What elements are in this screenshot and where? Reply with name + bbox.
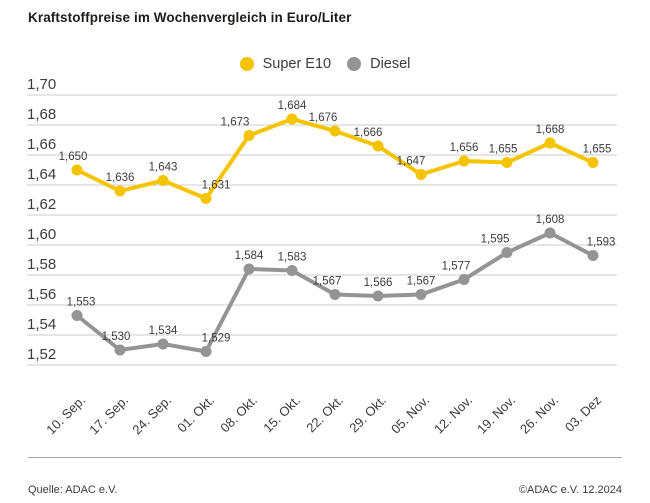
data-point-marker [372, 290, 384, 302]
y-tick-label: 1,62 [27, 196, 56, 213]
data-point-label: 1,593 [587, 237, 616, 249]
series-diesel: 1,553 1,530 1,534 1,529 1,584 1,583 1,567 1,566… [67, 214, 616, 357]
data-point-label: 1,666 [354, 127, 383, 139]
x-tick-label: 24. Sep. [129, 393, 174, 438]
x-axis-labels: 10. Sep.17. Sep.24. Sep. 01. Okt. 08. Okt.… [43, 393, 604, 438]
data-point-marker [200, 346, 212, 357]
y-tick-label: 1,58 [27, 256, 56, 273]
x-tick-label: 15. Okt. [260, 393, 303, 436]
y-tick-label: 1,54 [27, 316, 56, 333]
data-point-marker [71, 164, 83, 176]
data-point-marker [243, 130, 255, 141]
footer-divider [28, 457, 622, 458]
data-point-marker [587, 157, 599, 168]
data-point-label: 1,566 [364, 277, 393, 289]
y-tick-label: 1,64 [27, 166, 56, 183]
data-point-label: 1,577 [442, 261, 471, 273]
data-point-label: 1,655 [489, 144, 518, 156]
y-grid [27, 94, 617, 366]
data-point-label: 1,631 [202, 180, 231, 192]
data-point-marker [243, 263, 255, 275]
legend-item-diesel: Diesel [347, 56, 410, 72]
data-point-marker [458, 155, 470, 167]
x-tick-label: 10. Sep. [43, 393, 88, 438]
data-point-label: 1,655 [583, 144, 612, 156]
footer-source: Quelle: ADAC e.V. [28, 484, 118, 496]
diesel-dot-icon [347, 57, 362, 71]
y-tick-label: 1,68 [27, 106, 56, 123]
data-point-label: 1,656 [450, 142, 479, 154]
x-tick-label: 05. Nov. [388, 393, 432, 437]
x-tick-label: 08. Okt. [217, 393, 260, 436]
x-tick-label: 26. Nov. [517, 393, 561, 437]
data-point-marker [71, 310, 83, 321]
data-point-label: 1,553 [67, 297, 96, 309]
data-point-marker [286, 265, 298, 276]
legend-label-diesel: Diesel [370, 56, 411, 72]
data-point-marker [372, 140, 384, 152]
data-point-marker [544, 227, 556, 239]
x-tick-label: 29. Okt. [346, 393, 389, 436]
y-tick-label: 1,66 [27, 136, 56, 153]
data-point-label: 1,529 [202, 333, 231, 345]
footer-copyright: ©ADAC e.V. 12.2024 [518, 484, 622, 496]
data-point-marker [114, 344, 126, 356]
data-point-label: 1,684 [278, 100, 307, 112]
data-point-marker [329, 289, 341, 300]
x-tick-label: 22. Okt. [303, 393, 346, 436]
y-tick-labels: 1,70 1,68 1,66 1,64 1,62 1,60 1,58 1,56 1,54 1,52 [27, 76, 56, 363]
data-point-label: 1,650 [59, 151, 88, 163]
x-tick-label: 19. Nov. [474, 393, 518, 437]
data-point-marker [415, 169, 427, 180]
data-point-marker [157, 175, 169, 186]
data-point-label: 1,567 [407, 276, 436, 288]
data-point-label: 1,534 [149, 325, 178, 337]
y-tick-label: 1,70 [27, 76, 56, 93]
data-point-label: 1,676 [309, 112, 338, 124]
x-tick-label: 01. Okt. [174, 393, 217, 436]
data-point-marker [200, 193, 212, 204]
data-point-label: 1,567 [313, 276, 342, 288]
data-point-marker [157, 338, 169, 350]
chart-title: Kraftstoffpreise im Wochenvergleich in E… [28, 10, 352, 25]
data-point-marker [114, 185, 126, 197]
data-point-marker [286, 113, 298, 125]
legend-label-super-e10: Super E10 [262, 56, 332, 72]
data-point-marker [458, 274, 470, 285]
data-point-label: 1,608 [536, 214, 565, 226]
super-e10-dot-icon [239, 57, 254, 71]
data-point-marker [544, 137, 556, 149]
data-point-label: 1,530 [102, 331, 131, 343]
chart-legend: Super E10 Diesel [0, 56, 650, 72]
data-point-label: 1,673 [221, 117, 250, 129]
data-point-marker [501, 247, 513, 258]
data-point-marker [587, 250, 599, 261]
data-point-label: 1,636 [106, 172, 135, 184]
y-tick-label: 1,56 [27, 286, 56, 303]
data-point-label: 1,584 [235, 250, 264, 262]
y-tick-label: 1,52 [27, 346, 56, 363]
y-tick-label: 1,60 [27, 226, 56, 243]
data-point-label: 1,647 [397, 156, 426, 168]
x-tick-label: 17. Sep. [86, 393, 131, 438]
data-point-label: 1,668 [536, 124, 565, 136]
data-point-label: 1,583 [278, 252, 307, 264]
data-point-marker [329, 125, 341, 137]
data-point-marker [415, 289, 427, 300]
data-point-marker [501, 157, 513, 168]
data-point-label: 1,643 [149, 162, 178, 174]
data-point-label: 1,595 [481, 234, 510, 246]
x-tick-label: 12. Nov. [431, 393, 475, 437]
x-tick-label: 03. Dez [562, 393, 604, 435]
legend-item-super-e10: Super E10 [239, 56, 332, 72]
